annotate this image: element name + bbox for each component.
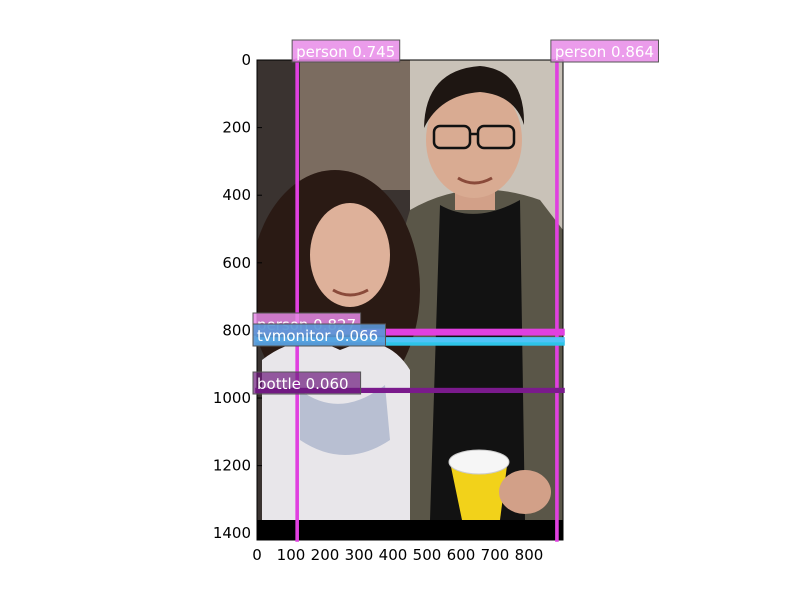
y-tick-label: 600	[222, 254, 251, 272]
detection-person: person 0.745	[291, 39, 401, 542]
x-tick-label: 200	[311, 546, 340, 564]
detection-label: tvmonitor 0.066	[257, 327, 378, 345]
detection-label-bg	[252, 323, 386, 347]
y-tick-label: 0	[241, 51, 251, 69]
y-tick-label: 800	[222, 321, 251, 339]
x-tick-label: 800	[515, 546, 544, 564]
detection-label: person 0.745	[296, 43, 395, 61]
x-tick-label: 100	[277, 546, 306, 564]
x-tick-label: 700	[481, 546, 510, 564]
detection-tvmonitor: tvmonitor 0.066	[252, 323, 565, 347]
y-tick-label: 1200	[213, 457, 251, 475]
detection-label: bottle 0.060	[257, 375, 349, 393]
x-tick-label: 600	[447, 546, 476, 564]
y-tick-label: 1000	[213, 389, 251, 407]
x-tick-label: 0	[252, 546, 262, 564]
y-tick-label: 400	[222, 186, 251, 204]
detection-label-bg	[252, 371, 362, 395]
y-tick-label: 1400	[213, 524, 251, 542]
x-tick-label: 300	[345, 546, 374, 564]
detection-person: person 0.864	[550, 39, 659, 542]
axis-ticks: 0 100 200 300 400 500 600 700 800 0 200 400 600 800 10…	[213, 51, 544, 564]
x-tick-label: 400	[379, 546, 408, 564]
detection-label-bg	[550, 39, 659, 63]
x-tick-label: 500	[413, 546, 442, 564]
detection-bottle: bottle 0.060	[252, 371, 565, 395]
axes-frame	[256, 59, 564, 541]
y-tick-label: 200	[222, 119, 251, 137]
detection-label-bg	[291, 39, 401, 63]
detection-label: person 0.864	[555, 43, 654, 61]
